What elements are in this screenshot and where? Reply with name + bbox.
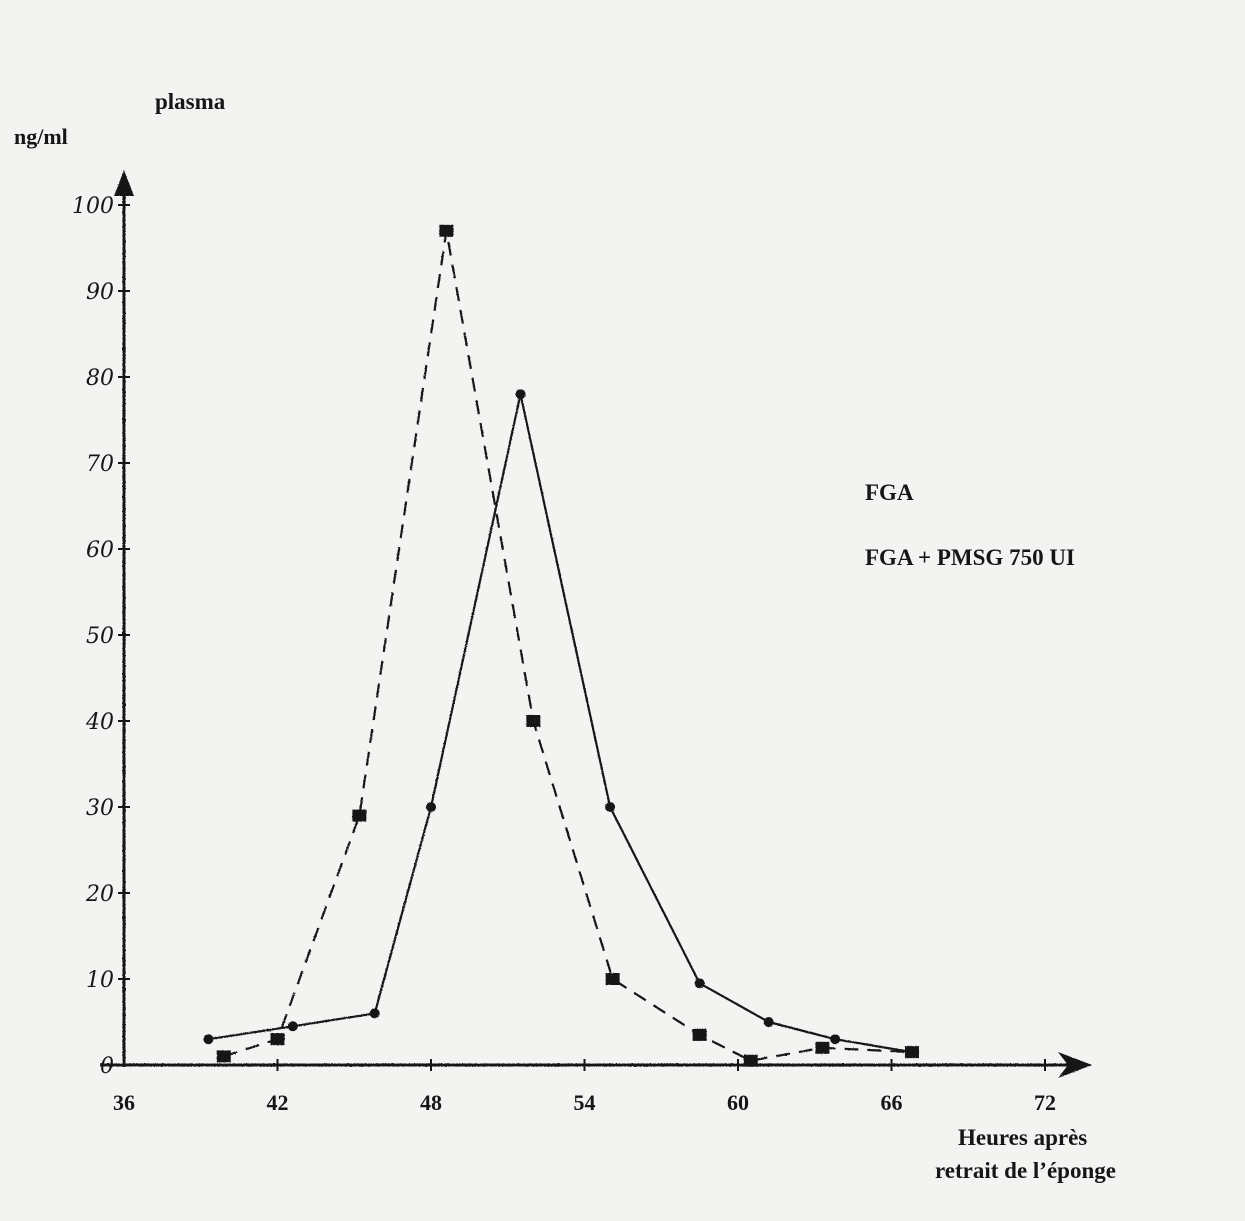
data-point xyxy=(270,1033,285,1046)
data-point xyxy=(439,224,454,237)
legend: FGA FGA + PMSG 750 UI xyxy=(865,480,1075,570)
data-point xyxy=(287,1021,298,1032)
series-line xyxy=(208,393,913,1054)
x-tick-label: 72 xyxy=(1034,1090,1056,1115)
data-point xyxy=(605,973,620,985)
y-tick-label: 60 xyxy=(86,538,114,563)
legend-entry-fga-pmsg: FGA + PMSG 750 UI xyxy=(865,545,1075,570)
y-axis-arrowhead xyxy=(114,170,134,196)
legend-entry-fga: FGA xyxy=(865,480,914,505)
data-point xyxy=(216,1050,231,1063)
y-tick-label: 70 xyxy=(86,452,114,477)
data-point xyxy=(605,802,616,812)
y-tick-label: 10 xyxy=(86,968,114,993)
series-fga xyxy=(203,389,917,1058)
data-point xyxy=(692,1028,707,1041)
y-tick-label: 100 xyxy=(72,194,114,219)
axes xyxy=(100,170,1092,1078)
x-tick-label: 36 xyxy=(113,1090,135,1115)
data-point xyxy=(352,809,367,822)
x-tick-label: 66 xyxy=(881,1090,903,1115)
data-point xyxy=(904,1046,919,1059)
y-tick-label: 90 xyxy=(86,280,114,305)
data-point xyxy=(526,715,541,727)
data-point xyxy=(743,1054,758,1067)
y-ticks: 0 10 20 30 40 50 60 70 80 90 100 xyxy=(72,194,130,1079)
x-tick-label: 42 xyxy=(267,1090,289,1115)
data-point xyxy=(203,1034,214,1045)
data-point xyxy=(426,802,436,812)
x-axis-label-line-1: Heures après xyxy=(958,1125,1087,1150)
data-point xyxy=(369,1008,380,1019)
x-tick-label: 48 xyxy=(420,1090,442,1115)
chart-title: plasma xyxy=(155,89,226,114)
y-tick-label: 30 xyxy=(86,796,114,821)
x-ticks: 36 42 48 54 60 66 72 xyxy=(113,1059,1056,1115)
data-point xyxy=(815,1041,830,1054)
y-axis-label: ng/ml xyxy=(14,124,68,149)
series-layer xyxy=(203,224,919,1067)
y-tick-label: 80 xyxy=(86,366,114,391)
y-tick-label: 40 xyxy=(85,710,114,735)
y-tick-label: 20 xyxy=(85,882,114,907)
data-point xyxy=(515,389,526,400)
x-axis-label-line-2: retrait de l’éponge xyxy=(935,1158,1116,1183)
x-axis-arrowhead xyxy=(1058,1052,1092,1078)
y-tick-label: 0 xyxy=(100,1054,114,1079)
x-tick-label: 60 xyxy=(727,1090,749,1115)
x-tick-label: 54 xyxy=(574,1090,596,1115)
data-point xyxy=(830,1034,841,1045)
data-point xyxy=(763,1017,774,1027)
series-line xyxy=(223,229,913,1062)
y-tick-label: 50 xyxy=(86,624,114,649)
data-point xyxy=(694,978,705,989)
series-fga-pmsg xyxy=(216,224,919,1067)
